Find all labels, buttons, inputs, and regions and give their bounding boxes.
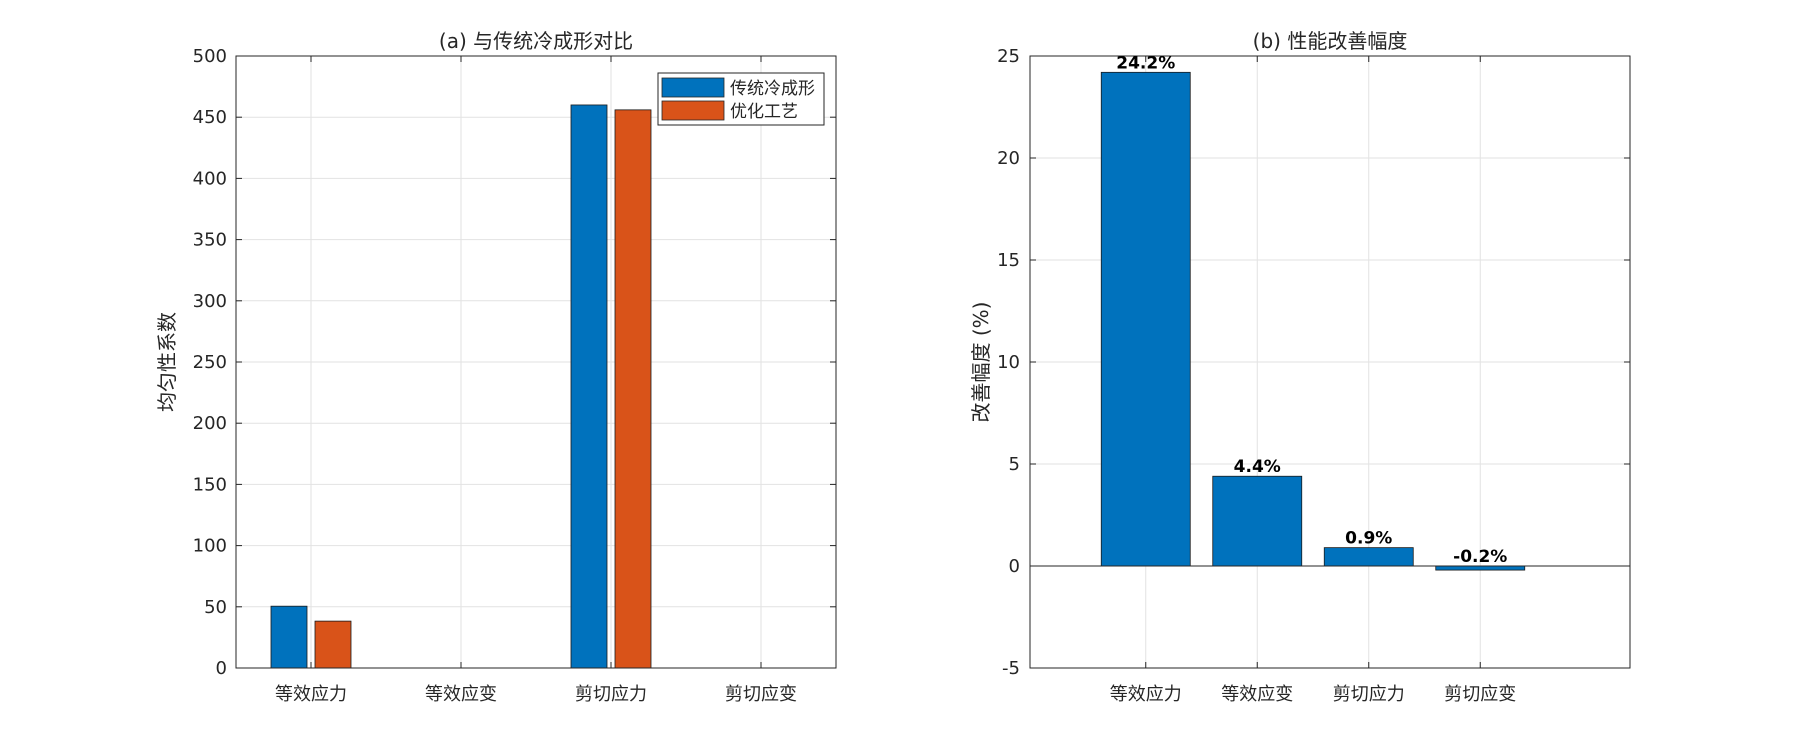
legend-label-series-2: 优化工艺 bbox=[730, 102, 798, 122]
ytick-label: 25 bbox=[997, 46, 1020, 67]
xtick-label: 剪切应力 bbox=[575, 684, 647, 705]
chart-a-title: (a) 与传统冷成形对比 bbox=[439, 29, 633, 53]
xtick-label: 等效应力 bbox=[275, 684, 347, 705]
chart-a-grid bbox=[236, 55, 836, 669]
data-label: -0.2% bbox=[1453, 547, 1507, 567]
legend-swatch-series-1 bbox=[661, 77, 725, 98]
ytick-label: 350 bbox=[193, 230, 227, 251]
ytick-label: 50 bbox=[204, 597, 227, 618]
ytick-label: 0 bbox=[1009, 556, 1020, 577]
bar-3[interactable] bbox=[1323, 547, 1414, 567]
ytick-label: 300 bbox=[193, 291, 227, 312]
chart-b-ylabel: 改善幅度 (%) bbox=[969, 302, 993, 423]
ytick-label: 400 bbox=[193, 168, 227, 189]
xtick-label: 剪切应变 bbox=[725, 684, 797, 705]
xtick-label: 剪切应力 bbox=[1333, 684, 1405, 705]
xtick-label: 等效应变 bbox=[425, 684, 497, 705]
chart-b: -5 0 5 10 15 20 25 等效应力 等效应变 剪切应力 剪切应变 24.2% 4.4% 0.… bbox=[969, 29, 1631, 705]
xtick-label: 剪切应变 bbox=[1444, 684, 1516, 705]
data-label: 4.4% bbox=[1234, 457, 1281, 477]
ytick-label: 450 bbox=[193, 107, 227, 128]
legend-swatch-series-2 bbox=[661, 100, 725, 121]
xtick-label: 等效应力 bbox=[1110, 684, 1182, 705]
xtick-label: 等效应变 bbox=[1221, 684, 1293, 705]
chart-a-legend[interactable]: 传统冷成形 优化工艺 bbox=[657, 72, 825, 126]
ytick-label: 500 bbox=[193, 46, 227, 67]
chart-a-bars bbox=[270, 104, 652, 669]
data-label: 0.9% bbox=[1345, 529, 1392, 549]
bar-2[interactable] bbox=[1212, 475, 1303, 567]
bar-series-2-3[interactable] bbox=[614, 109, 652, 669]
bar-series-1-3[interactable] bbox=[570, 104, 608, 669]
chart-b-bars bbox=[1100, 71, 1526, 571]
ytick-label: -5 bbox=[1002, 658, 1020, 679]
ytick-label: 10 bbox=[997, 352, 1020, 373]
legend-label-series-1: 传统冷成形 bbox=[730, 79, 815, 99]
chart-a-ylabel: 均匀性系数 bbox=[155, 312, 179, 412]
ytick-label: 15 bbox=[997, 250, 1020, 271]
bar-series-2-1[interactable] bbox=[314, 620, 352, 669]
ytick-label: 250 bbox=[193, 352, 227, 373]
bar-1[interactable] bbox=[1100, 71, 1191, 567]
data-label: 24.2% bbox=[1116, 53, 1175, 73]
ytick-label: 20 bbox=[997, 148, 1020, 169]
ytick-label: 150 bbox=[193, 474, 227, 495]
ytick-label: 0 bbox=[216, 658, 227, 679]
ytick-label: 5 bbox=[1009, 454, 1020, 475]
ytick-label: 100 bbox=[193, 536, 227, 557]
chart-a: 0 50 100 150 200 250 300 350 400 450 500 等效应力 等效应变 剪切… bbox=[155, 29, 837, 705]
chart-b-title: (b) 性能改善幅度 bbox=[1253, 29, 1408, 53]
ytick-label: 200 bbox=[193, 413, 227, 434]
chart-b-data-labels: 24.2% 4.4% 0.9% -0.2% bbox=[1116, 53, 1507, 567]
bar-series-1-1[interactable] bbox=[270, 605, 308, 669]
chart-b-ticks: -5 0 5 10 15 20 25 等效应力 等效应变 剪切应力 剪切应变 bbox=[997, 46, 1630, 705]
chart-a-ticks: 0 50 100 150 200 250 300 350 400 450 500 等效应力 等效应变 剪切… bbox=[193, 46, 836, 705]
